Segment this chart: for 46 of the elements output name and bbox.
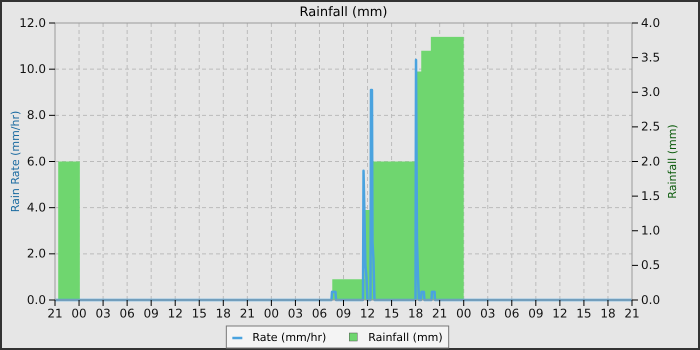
x-tick-label: 00 [71,306,87,321]
x-tick-label: 18 [408,306,424,321]
x-tick-label: 03 [480,306,496,321]
x-tick-label: 09 [336,306,352,321]
y-tick-label: 4.0 [26,200,46,215]
y2-tick-label: 4.0 [641,16,660,30]
y2-tick-label: 1.5 [641,188,660,203]
x-tick-label: 15 [192,306,207,321]
x-tick-label: 00 [264,306,280,321]
x-tick-label: 09 [528,306,544,321]
y2-tick-label: 1.0 [641,224,660,238]
x-tick-label: 06 [119,306,135,321]
y-tick-label: 8.0 [26,108,46,122]
x-tick-label: 12 [168,306,183,321]
x-tick-label: 06 [504,306,520,321]
x-tick-label: 15 [384,306,400,321]
x-tick-label: 12 [360,306,376,321]
y-tick-label: 0.0 [26,292,46,307]
x-tick-label: 21 [432,306,448,321]
x-tick-label: 03 [288,306,304,321]
x-tick-label: 21 [47,306,63,321]
x-tick-label: 21 [240,306,255,321]
legend-label: Rainfall (mm) [368,331,443,344]
legend-label: Rate (mm/hr) [252,331,326,344]
y2-tick-label: 0.0 [641,292,660,307]
y-tick-label: 12.0 [19,16,46,30]
y2-tick-label: 0.5 [641,258,660,272]
x-tick-label: 09 [144,306,159,321]
y-tick-label: 10.0 [19,62,46,76]
x-tick-label: 18 [216,306,231,321]
y2-axis-title: Rainfall (mm) [666,124,679,199]
y-tick-label: 2.0 [26,246,46,261]
x-tick-label: 21 [624,306,640,321]
y-axis-title: Rain Rate (mm/hr) [9,110,22,212]
y2-tick-label: 2.5 [641,120,660,134]
x-tick-label: 03 [95,306,111,321]
y2-tick-label: 3.0 [641,85,660,100]
y2-tick-label: 2.0 [641,154,660,168]
x-tick-label: 15 [576,306,592,321]
y-tick-label: 6.0 [26,154,46,168]
chart-title: Rainfall (mm) [300,5,388,20]
x-tick-label: 06 [312,306,328,321]
x-tick-label: 12 [552,306,568,321]
x-tick-label: 00 [456,306,472,321]
y2-tick-label: 3.5 [641,50,660,64]
x-tick-label: 18 [600,306,616,321]
